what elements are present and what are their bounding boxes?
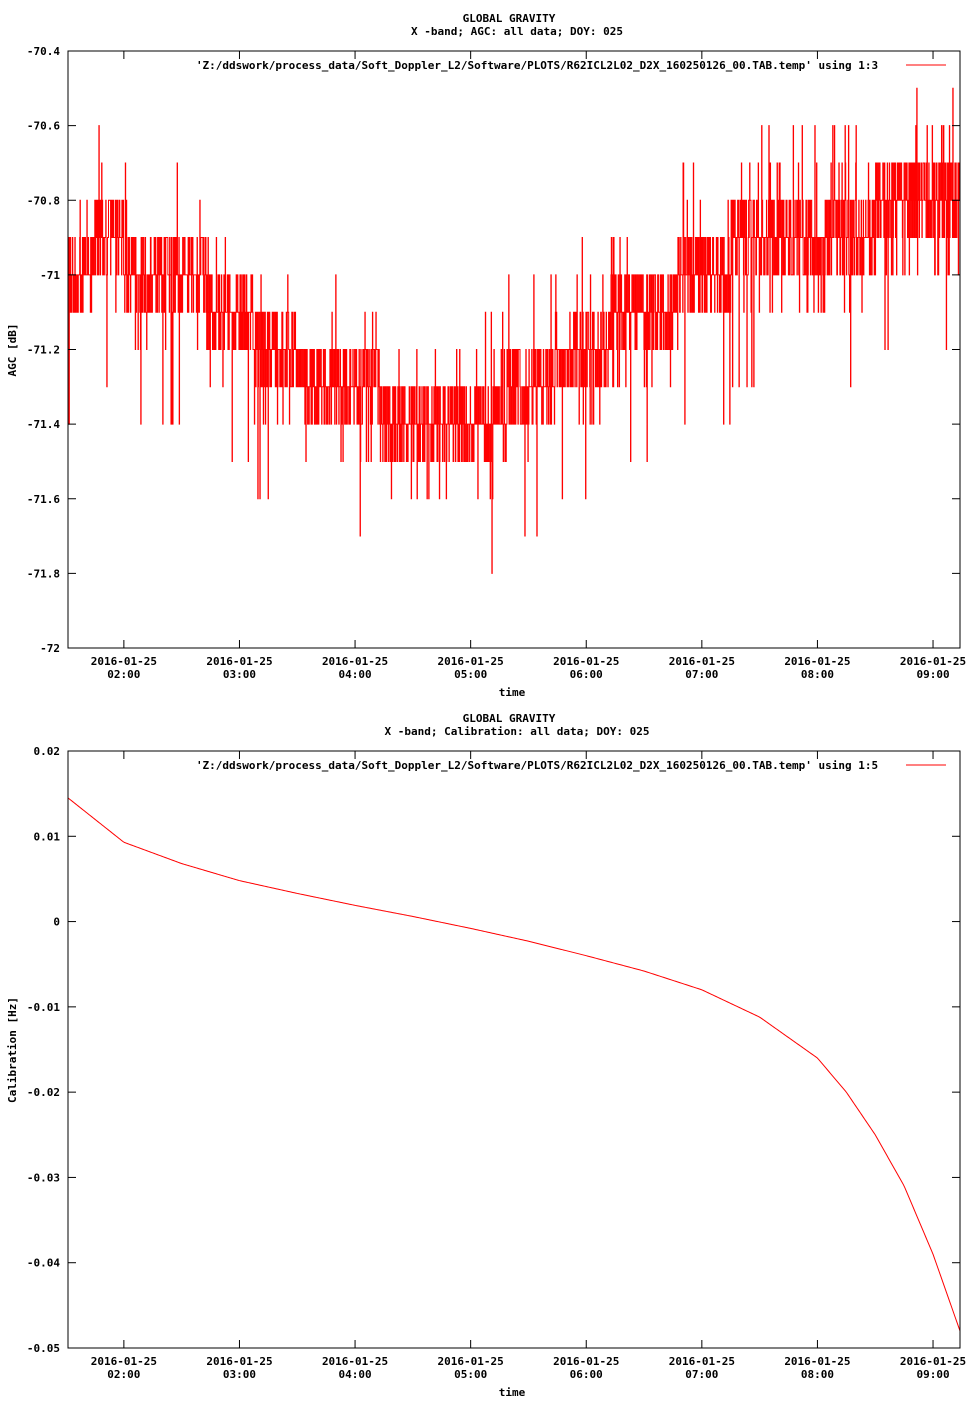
agc-chart-title: GLOBAL GRAVITY bbox=[463, 12, 556, 25]
calibration-series-layer bbox=[67, 797, 961, 1332]
agc-x-tick-date-label: 2016-01-25 bbox=[206, 655, 272, 668]
agc-y-tick-label: -71 bbox=[40, 269, 60, 282]
calibration-x-tick-time-label: 07:00 bbox=[685, 1368, 718, 1381]
agc-y-tick-label: -72 bbox=[40, 642, 60, 655]
agc-series-layer bbox=[67, 87, 960, 574]
calibration-y-tick-label: -0.03 bbox=[27, 1171, 60, 1184]
agc-x-tick-date-label: 2016-01-25 bbox=[322, 655, 388, 668]
agc-x-tick-time-label: 03:00 bbox=[223, 668, 256, 681]
calibration-x-axis-label: time bbox=[499, 1386, 526, 1399]
agc-x-tick-time-label: 06:00 bbox=[570, 668, 603, 681]
calibration-x-tick-date-label: 2016-01-25 bbox=[553, 1355, 619, 1368]
calibration-x-tick-time-label: 05:00 bbox=[454, 1368, 487, 1381]
agc-x-tick-time-label: 08:00 bbox=[801, 668, 834, 681]
agc-chart: GLOBAL GRAVITY X -band; AGC: all data; D… bbox=[6, 12, 966, 699]
agc-y-tick-label: -71.2 bbox=[27, 344, 60, 357]
calibration-x-tick-time-label: 06:00 bbox=[570, 1368, 603, 1381]
agc-x-tick-date-label: 2016-01-25 bbox=[900, 655, 966, 668]
calibration-x-tick-time-label: 02:00 bbox=[107, 1368, 140, 1381]
agc-chart-subtitle: X -band; AGC: all data; DOY: 025 bbox=[411, 25, 623, 38]
calibration-y-tick-label: 0.01 bbox=[34, 830, 61, 843]
calibration-x-tick-date-label: 2016-01-25 bbox=[322, 1355, 388, 1368]
agc-x-tick-time-label: 09:00 bbox=[916, 668, 949, 681]
agc-y-tick-label: -71.6 bbox=[27, 493, 60, 506]
calibration-legend-label: 'Z:/ddswork/process_data/Soft_Doppler_L2… bbox=[196, 759, 878, 772]
calibration-x-tick-date-label: 2016-01-25 bbox=[206, 1355, 272, 1368]
agc-x-tick-date-label: 2016-01-25 bbox=[553, 655, 619, 668]
calibration-y-tick-label: -0.05 bbox=[27, 1342, 60, 1355]
calibration-x-tick-time-label: 03:00 bbox=[223, 1368, 256, 1381]
calibration-x-tick-time-label: 08:00 bbox=[801, 1368, 834, 1381]
calibration-y-tick-label: -0.02 bbox=[27, 1086, 60, 1099]
calibration-x-tick-time-label: 04:00 bbox=[338, 1368, 371, 1381]
calibration-x-tick-date-label: 2016-01-25 bbox=[438, 1355, 504, 1368]
calibration-series-line bbox=[67, 797, 961, 1332]
agc-y-tick-label: -70.8 bbox=[27, 194, 60, 207]
calibration-x-tick-date-label: 2016-01-25 bbox=[784, 1355, 850, 1368]
calibration-y-tick-label: -0.01 bbox=[27, 1001, 60, 1014]
agc-x-tick-date-label: 2016-01-25 bbox=[784, 655, 850, 668]
agc-x-tick-date-label: 2016-01-25 bbox=[91, 655, 157, 668]
calibration-plot-border bbox=[67, 750, 961, 1349]
calibration-x-tick-date-label: 2016-01-25 bbox=[900, 1355, 966, 1368]
calibration-x-tick-date-label: 2016-01-25 bbox=[91, 1355, 157, 1368]
agc-plot-border bbox=[67, 50, 961, 649]
agc-x-tick-time-label: 04:00 bbox=[338, 668, 371, 681]
calibration-chart-title: GLOBAL GRAVITY bbox=[463, 712, 556, 725]
calibration-chart: GLOBAL GRAVITY X -band; Calibration: all… bbox=[6, 712, 966, 1399]
calibration-chart-subtitle: X -band; Calibration: all data; DOY: 025 bbox=[385, 725, 650, 738]
calibration-y-tick-label: -0.04 bbox=[27, 1257, 60, 1270]
agc-y-tick-label: -71.4 bbox=[27, 418, 60, 431]
agc-x-tick-time-label: 05:00 bbox=[454, 668, 487, 681]
calibration-x-tick-time-label: 09:00 bbox=[916, 1368, 949, 1381]
calibration-y-tick-label: 0.02 bbox=[34, 745, 61, 758]
agc-x-tick-time-label: 02:00 bbox=[107, 668, 140, 681]
agc-x-axis-label: time bbox=[499, 686, 526, 699]
agc-y-tick-label: -70.4 bbox=[27, 45, 60, 58]
calibration-tick-layer: 0.02 0.01 0 -0.01 -0.02 -0.03 -0.04 -0.05 2016-0… bbox=[27, 745, 966, 1381]
agc-x-tick-date-label: 2016-01-25 bbox=[438, 655, 504, 668]
calibration-x-tick-date-label: 2016-01-25 bbox=[669, 1355, 735, 1368]
agc-x-tick-time-label: 07:00 bbox=[685, 668, 718, 681]
agc-x-tick-date-label: 2016-01-25 bbox=[669, 655, 735, 668]
agc-series-line bbox=[67, 87, 960, 574]
agc-tick-layer: -70.4 -70.6 -70.8 -71 -71.2 -71.4 -71.6 -71.8 -7… bbox=[27, 45, 966, 681]
calibration-y-tick-label: 0 bbox=[53, 916, 60, 929]
agc-y-tick-label: -70.6 bbox=[27, 120, 60, 133]
agc-y-axis-label: AGC [dB] bbox=[6, 324, 19, 377]
agc-legend-label: 'Z:/ddswork/process_data/Soft_Doppler_L2… bbox=[196, 59, 878, 72]
agc-y-tick-label: -71.8 bbox=[27, 567, 60, 580]
calibration-y-axis-label: Calibration [Hz] bbox=[6, 997, 19, 1103]
